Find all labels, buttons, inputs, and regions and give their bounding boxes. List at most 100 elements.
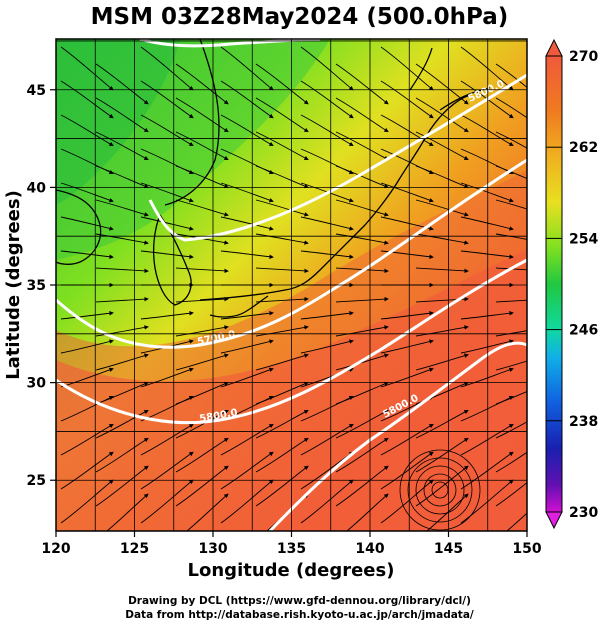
colorbar-tick-label: 238 <box>569 414 598 430</box>
streamline <box>380 182 434 203</box>
colorbar-tick-label: 270 <box>569 49 598 65</box>
x-tick-label: 140 <box>355 541 384 557</box>
colorbar: 270 262 254 246 238 230 <box>545 38 598 530</box>
streamline <box>255 296 309 303</box>
streamline <box>415 410 469 439</box>
streamline <box>220 451 274 490</box>
streamline <box>495 451 527 473</box>
x-tick-label: 150 <box>512 541 541 557</box>
streamline <box>255 437 309 473</box>
streamline <box>300 311 354 320</box>
streamline <box>380 250 434 259</box>
streamline <box>95 63 149 105</box>
streamline <box>335 131 389 160</box>
streamline <box>60 250 114 259</box>
streamline <box>60 451 114 490</box>
streamline <box>140 80 194 119</box>
streamline <box>335 296 389 303</box>
streamline <box>380 451 434 490</box>
streamline <box>495 267 527 271</box>
streamline <box>95 296 149 303</box>
streamline <box>380 339 434 354</box>
cool-region <box>56 39 330 260</box>
y-axis: 25 30 35 40 45 <box>27 83 56 489</box>
streamline <box>140 250 194 259</box>
streamline <box>495 421 527 439</box>
streamline <box>140 182 194 203</box>
streamline <box>60 423 114 456</box>
colorbar-tick-label: 254 <box>569 231 598 247</box>
colorbar-min-triangle <box>545 511 563 530</box>
streamline <box>335 199 389 217</box>
streamline <box>95 267 149 274</box>
colorbar-tick-label: 230 <box>569 505 598 521</box>
streamline <box>255 199 309 217</box>
streamline <box>220 479 274 524</box>
credit-data: Data from http://database.rish.kyoto-u.a… <box>125 609 474 621</box>
streamline <box>220 216 274 231</box>
contour-north <box>139 39 321 48</box>
streamline <box>140 311 194 320</box>
y-tick-label: 25 <box>27 473 46 489</box>
streamline <box>380 114 434 147</box>
vortex-streamline <box>407 457 473 523</box>
streamline <box>335 437 389 473</box>
mainland-coast <box>164 39 220 206</box>
kyushu-coast <box>209 295 269 318</box>
streamline <box>60 216 114 231</box>
streamline <box>495 97 527 119</box>
streamline <box>95 199 149 217</box>
streamline <box>335 353 389 371</box>
streamline <box>415 267 469 274</box>
streamline <box>60 46 114 91</box>
streamline <box>220 423 274 456</box>
streamline <box>335 97 389 133</box>
streamline <box>95 353 149 371</box>
streamline <box>335 233 389 245</box>
streamline <box>495 360 527 371</box>
streamline <box>300 216 354 231</box>
streamline <box>426 493 469 531</box>
streamline <box>255 233 309 245</box>
contour-5800-b <box>268 341 527 531</box>
streamline <box>346 493 389 531</box>
streamline <box>255 267 309 274</box>
streamline <box>495 131 527 149</box>
vortex-streamline <box>399 449 481 531</box>
streamline <box>140 423 194 456</box>
streamline <box>175 325 229 337</box>
streamline <box>300 80 354 119</box>
streamline <box>495 233 527 240</box>
streamline <box>415 131 469 160</box>
streamline <box>95 233 149 245</box>
streamline <box>220 311 274 320</box>
streamline <box>175 410 229 439</box>
x-axis: 120 125 130 135 140 145 150 <box>41 531 542 557</box>
credit-drawing: Drawing by DCL (https://www.gfd-dennou.o… <box>128 595 471 607</box>
streamline <box>95 165 149 189</box>
chart-title: MSM 03Z28May2024 (500.0hPa) <box>90 4 509 30</box>
streamline <box>255 165 309 189</box>
x-tick-label: 135 <box>277 541 306 557</box>
colorbar-max-triangle <box>545 38 563 57</box>
streamline <box>415 97 469 133</box>
streamline <box>60 479 114 524</box>
streamline <box>380 216 434 231</box>
streamline <box>60 182 114 203</box>
streamline <box>415 353 469 371</box>
streamline <box>495 63 527 88</box>
streamline <box>60 80 114 119</box>
streamline <box>140 148 194 175</box>
streamline <box>140 451 194 490</box>
streamline <box>255 465 309 507</box>
colorbar-tick-label: 246 <box>569 323 598 339</box>
streamline <box>140 114 194 147</box>
streamline <box>300 46 354 91</box>
streamline <box>175 465 229 507</box>
streamline <box>140 46 194 91</box>
streamline <box>415 325 469 337</box>
streamline <box>95 325 149 337</box>
streamline <box>415 63 469 105</box>
streamline <box>95 410 149 439</box>
streamline <box>335 410 389 439</box>
